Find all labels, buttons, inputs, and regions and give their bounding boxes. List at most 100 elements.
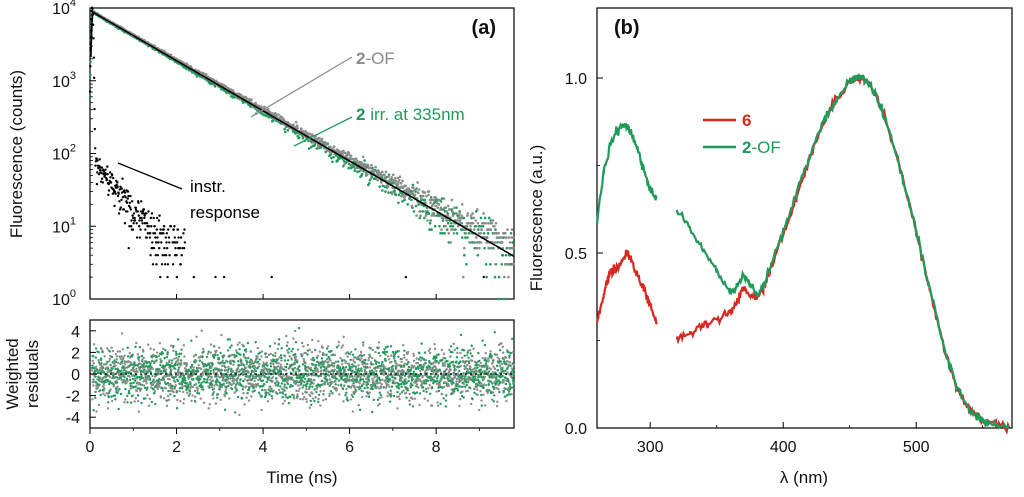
residual-point (455, 377, 459, 381)
residual-point (416, 361, 420, 365)
residual-point (433, 347, 437, 351)
data-point (151, 263, 155, 266)
residual-point (374, 362, 378, 366)
residual-point (269, 369, 272, 373)
residual-point (168, 374, 171, 377)
residual-point (379, 386, 383, 389)
data-point (406, 191, 410, 194)
residual-point (164, 382, 168, 386)
residual-point (447, 384, 451, 387)
data-point (455, 206, 458, 209)
residual-point (99, 376, 102, 379)
residual-point (453, 364, 456, 368)
residual-point (230, 383, 234, 387)
data-point (389, 180, 392, 183)
data-point (508, 241, 512, 244)
residual-point (92, 378, 95, 381)
residual-point (174, 362, 177, 365)
residual-point (92, 362, 95, 365)
data-point (126, 210, 129, 213)
y-tick-label: 104 (52, 0, 76, 18)
residual-point (123, 401, 126, 404)
data-point (122, 208, 126, 211)
data-point (403, 195, 406, 199)
residual-point (217, 346, 221, 349)
residual-point (324, 398, 327, 401)
residual-point (169, 382, 172, 386)
residual-point (179, 399, 182, 403)
residual-point (473, 379, 476, 383)
annotation-2-irr: 2 irr. at 335nm (356, 105, 465, 124)
residual-point (191, 385, 195, 389)
residual-point (180, 383, 183, 386)
residual-point (369, 371, 372, 374)
residual-point (256, 355, 259, 358)
residual-point (103, 387, 106, 390)
residual-point (352, 359, 355, 362)
data-point (294, 120, 298, 124)
residual-point (164, 387, 168, 390)
residual-point (242, 344, 245, 348)
residual-point (350, 374, 354, 378)
residual-point (92, 380, 95, 384)
residual-point (225, 386, 228, 389)
data-point (490, 221, 494, 225)
data-point (152, 216, 155, 220)
data-point (511, 241, 514, 244)
residual-point (246, 356, 250, 360)
data-point (153, 232, 157, 235)
data-point (437, 203, 440, 206)
data-point (430, 214, 433, 217)
data-point (222, 275, 226, 279)
data-point (332, 148, 335, 151)
residual-point (224, 366, 227, 369)
data-point (277, 113, 280, 116)
data-point (511, 246, 514, 250)
residual-point (260, 350, 264, 353)
residual-point (346, 399, 350, 402)
residual-point (158, 385, 161, 388)
data-point (318, 136, 321, 140)
residual-point (300, 382, 303, 385)
residual-point (327, 374, 331, 377)
data-point (388, 178, 392, 181)
data-point (378, 185, 382, 188)
data-point (361, 155, 365, 159)
residual-point (115, 387, 118, 391)
data-point (484, 221, 487, 225)
residual-point (297, 384, 300, 387)
data-point (165, 246, 169, 250)
residual-point (376, 398, 380, 402)
residual-point (176, 398, 179, 402)
residual-point (110, 355, 114, 359)
residual-point (159, 396, 163, 399)
residual-point (301, 353, 304, 356)
residual-point (291, 384, 294, 388)
data-point (181, 246, 184, 250)
residual-point (333, 368, 336, 372)
residual-point (185, 362, 189, 365)
residual-point (411, 375, 414, 378)
residual-point (395, 364, 399, 367)
data-point (172, 228, 175, 231)
residual-point (337, 360, 340, 363)
data-point (88, 95, 92, 98)
residual-point (388, 400, 392, 403)
residual-point (133, 361, 136, 364)
data-point (126, 197, 129, 200)
residual-point (479, 368, 482, 371)
residual-point (436, 379, 439, 383)
residual-point (184, 379, 187, 382)
data-point (173, 225, 176, 228)
residual-point (474, 375, 477, 378)
residual-point (311, 397, 315, 400)
data-point (466, 236, 469, 239)
residual-point (111, 367, 114, 371)
residual-point (236, 367, 240, 370)
residual-point (162, 378, 166, 381)
data-point (133, 219, 137, 222)
data-point (317, 145, 320, 149)
residual-point (435, 377, 439, 380)
residual-point (386, 394, 389, 398)
data-point (168, 241, 171, 244)
